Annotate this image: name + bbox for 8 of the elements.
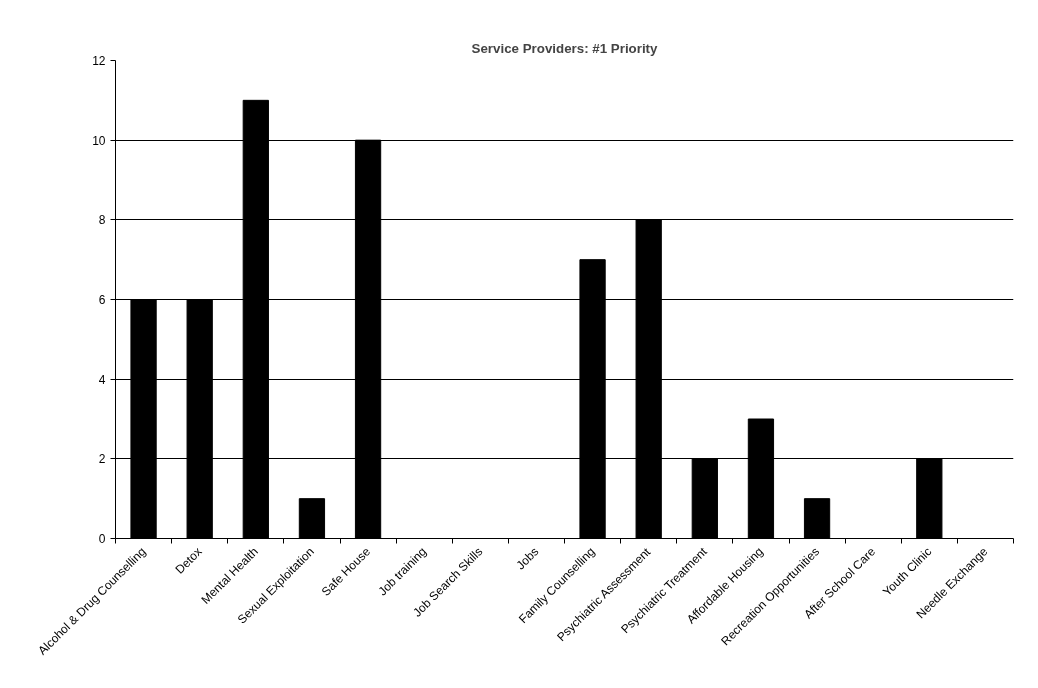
y-tick-label: 2 [98,452,106,467]
y-tick-label: 12 [92,54,106,68]
chart-title: Service Providers: #1 Priority [471,40,659,56]
y-tick-label: 0 [98,532,106,546]
y-tick-label: 6 [98,293,106,307]
y-tick-label: 8 [98,213,106,228]
y-tick-label: 10 [92,133,106,148]
y-tick-label: 4 [98,372,106,387]
